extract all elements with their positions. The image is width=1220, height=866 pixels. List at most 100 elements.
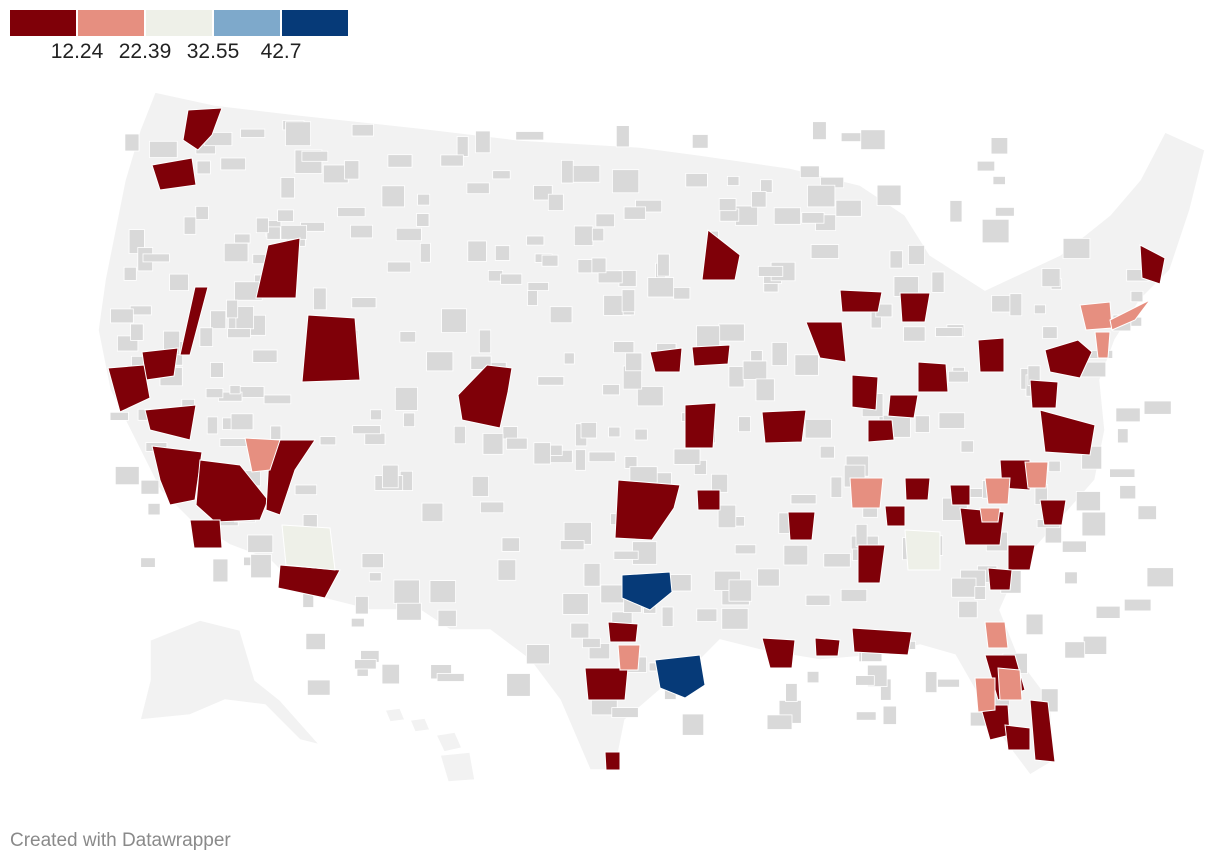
metro-cincinnati [887, 394, 919, 419]
metro-dc-baltimore [1029, 379, 1059, 409]
county-shape [500, 273, 523, 285]
metro-boston [1139, 244, 1166, 285]
county-shape [209, 362, 224, 378]
county-shape [595, 213, 616, 228]
county-shape [381, 663, 400, 685]
county-shape [549, 306, 573, 324]
metro-richmond [1039, 409, 1096, 456]
county-shape [925, 671, 938, 694]
county-shape [804, 418, 832, 439]
county-shape [255, 217, 269, 234]
county-shape [855, 711, 877, 721]
county-shape [369, 409, 382, 421]
legend-swatch-2 [78, 10, 144, 36]
county-shape [691, 134, 709, 149]
county-shape [1115, 407, 1141, 423]
county-shape [876, 184, 902, 206]
county-shape [673, 286, 691, 300]
county-shape [960, 440, 975, 453]
metro-columbus [917, 361, 949, 393]
county-shape [806, 671, 820, 684]
county-shape [306, 679, 331, 696]
county-shape [456, 136, 469, 157]
county-shape [344, 160, 360, 180]
metro-seattle [182, 107, 223, 151]
metro-omaha [649, 347, 683, 373]
county-shape [608, 426, 621, 438]
county-shape [840, 588, 868, 603]
county-shape [426, 351, 454, 372]
county-shape [263, 394, 292, 405]
metro-dallas [621, 571, 673, 611]
county-shape [381, 464, 399, 489]
metro-winston-salem [984, 477, 1011, 505]
county-shape [755, 378, 775, 402]
county-shape [721, 608, 749, 630]
county-shape [1041, 268, 1061, 288]
county-shape [294, 484, 318, 496]
county-shape [533, 184, 553, 201]
county-shape [974, 586, 986, 600]
county-shape [247, 534, 274, 553]
metro-new-york [1079, 301, 1113, 331]
metro-tulsa [696, 489, 721, 511]
county-shape [948, 370, 970, 383]
metro-oklahoma-city [614, 479, 681, 541]
metro-portland [151, 157, 197, 191]
county-shape [1081, 511, 1107, 537]
county-shape [602, 384, 620, 396]
metro-san-antonio [584, 667, 629, 701]
county-shape [597, 270, 623, 284]
county-shape [661, 606, 674, 628]
county-shape [537, 376, 565, 386]
county-shape [350, 617, 365, 628]
county-shape [757, 265, 784, 277]
metro-sacramento [141, 347, 179, 381]
metro-atlanta [904, 529, 941, 571]
county-shape [441, 308, 467, 333]
county-shape [760, 179, 773, 193]
county-shape [681, 713, 705, 736]
legend-swatch-5 [282, 10, 348, 36]
county-shape [393, 579, 420, 604]
county-shape [436, 673, 465, 682]
county-shape [169, 273, 189, 292]
county-shape [123, 266, 137, 281]
county-shape [773, 207, 802, 225]
county-shape [482, 432, 504, 455]
legend-tick-1: 12.24 [50, 40, 104, 63]
county-shape [533, 442, 551, 465]
county-shape [625, 352, 643, 372]
county-shape [506, 673, 531, 697]
county-shape [757, 568, 780, 587]
county-shape [368, 572, 382, 582]
county-shape [285, 121, 312, 147]
county-shape [394, 386, 418, 411]
county-shape [1033, 304, 1046, 315]
metro-inland-empire [195, 459, 269, 523]
county-shape [437, 609, 457, 627]
county-shape [205, 387, 224, 399]
metro-atlanta-north [904, 477, 931, 501]
county-shape [623, 206, 646, 220]
county-shape [717, 504, 737, 529]
metro-louisville [867, 419, 895, 443]
county-shape [149, 140, 178, 159]
county-shape [1137, 505, 1157, 520]
county-shape [738, 416, 752, 433]
metro-indianapolis [851, 374, 879, 411]
county-shape [502, 426, 518, 440]
metro-des-moines [691, 344, 731, 367]
metro-fort-myers [1004, 724, 1031, 751]
county-shape [416, 213, 430, 227]
metro-mcallen [604, 751, 621, 771]
county-shape [571, 164, 601, 183]
county-shape [1075, 491, 1101, 512]
county-shape [305, 633, 326, 651]
county-shape [396, 602, 422, 621]
county-shape [771, 341, 788, 366]
county-shape [319, 436, 337, 446]
county-shape [183, 216, 197, 235]
county-shape [223, 242, 249, 263]
county-shape [467, 240, 487, 262]
